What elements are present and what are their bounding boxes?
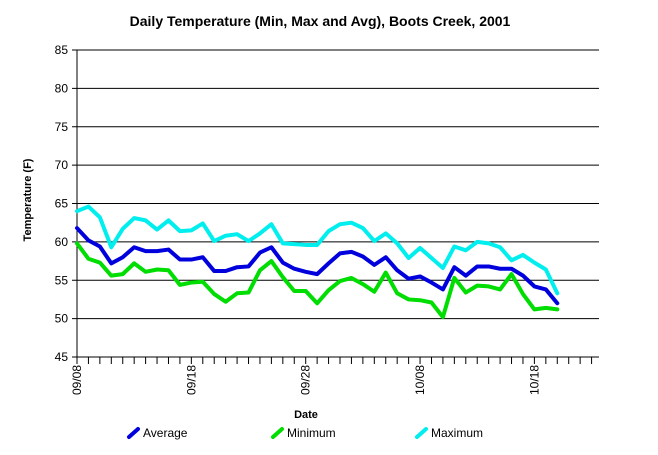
series-line-minimum: [75, 241, 560, 320]
y-tick-labels: 45 50 55 60 65 70 75 80 85: [55, 43, 69, 364]
chart-title: Daily Temperature (Min, Max and Avg), Bo…: [130, 13, 511, 29]
x-tick-label: 10/18: [527, 365, 541, 395]
legend-label-minimum: Minimum: [287, 426, 336, 440]
axis-ticks: [72, 49, 593, 364]
legend: Average Minimum Maximum: [127, 426, 483, 440]
y-tick-label: 65: [55, 197, 69, 211]
y-tick-label: 45: [55, 350, 69, 364]
y-tick-label: 60: [55, 235, 69, 249]
legend-label-maximum: Maximum: [431, 426, 483, 440]
x-tick-label: 09/18: [184, 365, 198, 395]
x-axis-label: Date: [294, 409, 318, 421]
x-tick-labels: 09/08 09/18 09/28 10/08 10/18: [70, 365, 541, 395]
legend-label-average: Average: [143, 426, 188, 440]
grid-lines: [77, 49, 599, 320]
y-tick-label: 70: [55, 158, 69, 172]
x-tick-label: 10/08: [413, 365, 427, 395]
y-tick-label: 80: [55, 81, 69, 95]
series-lines: [75, 204, 560, 320]
x-tick-label: 09/08: [70, 365, 84, 395]
series-line-maximum: [75, 204, 560, 296]
series-line-average: [75, 226, 560, 306]
legend-swatch-average: [127, 427, 140, 439]
x-tick-label: 09/28: [299, 365, 313, 395]
y-tick-label: 50: [55, 312, 69, 326]
legend-swatch-maximum: [415, 427, 428, 439]
y-tick-label: 85: [55, 43, 69, 57]
legend-swatch-minimum: [271, 427, 284, 439]
y-axis-label: Temperature (F): [22, 158, 34, 241]
y-tick-label: 75: [55, 120, 69, 134]
y-tick-label: 55: [55, 273, 69, 287]
